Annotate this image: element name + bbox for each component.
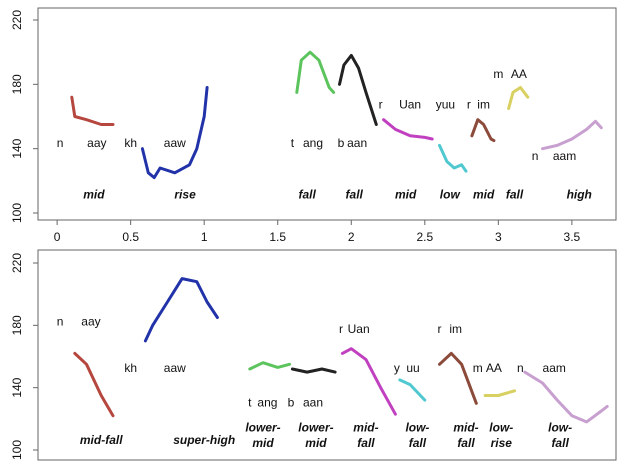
syllable-label: aam xyxy=(553,149,576,163)
syllable-label: n xyxy=(532,149,539,163)
x-tick-label: 2.5 xyxy=(416,230,433,244)
syllable-label: aan xyxy=(347,136,367,150)
syllable-label: r xyxy=(438,322,442,336)
syllable-label: aay xyxy=(87,136,106,150)
tone-label: mid xyxy=(395,187,417,201)
tone-label: low- xyxy=(548,420,572,434)
syllable-label: t xyxy=(291,136,295,150)
pitch-contour xyxy=(398,378,427,402)
syllable-label: b xyxy=(288,395,295,409)
pitch-contour xyxy=(340,347,397,416)
syllable-label: n xyxy=(517,361,524,375)
syllable-label: y xyxy=(394,361,400,375)
x-tick-label: 0 xyxy=(54,230,61,244)
syllable-label: aam xyxy=(543,361,566,375)
tone-label: rise xyxy=(174,187,196,201)
syllable-label: ang xyxy=(257,395,277,409)
y-tick-label: 140 xyxy=(10,377,24,397)
tone-label: mid- xyxy=(353,420,378,434)
tone-label: low- xyxy=(405,420,429,434)
syllable-label: ang xyxy=(303,136,323,150)
syllable-label: im xyxy=(477,97,490,111)
pitch-contour xyxy=(507,86,530,110)
pitch-contour xyxy=(470,118,496,143)
plot-frame xyxy=(37,7,617,221)
y-tick-label: 180 xyxy=(10,74,24,94)
tone-label: low xyxy=(440,187,461,201)
syllable-label: t xyxy=(248,395,252,409)
syllable-label: aaw xyxy=(164,361,186,375)
x-tick-label: 1.5 xyxy=(269,230,286,244)
tone-label: mid xyxy=(252,436,274,450)
tone-label: mid-fall xyxy=(80,433,123,447)
tone-label: fall xyxy=(409,436,427,450)
syllable-label: yuu xyxy=(436,97,455,111)
tone-label: fall xyxy=(551,436,569,450)
tone-label: low- xyxy=(489,420,513,434)
y-tick-label: 180 xyxy=(10,315,24,335)
y-tick-label: 100 xyxy=(10,203,24,223)
syllable-label: aay xyxy=(81,314,100,328)
syllable-label: kh xyxy=(124,136,137,150)
syllable-label: r xyxy=(379,97,383,111)
syllable-label: uu xyxy=(406,361,419,375)
syllable-label: r xyxy=(339,322,343,336)
syllable-label: m xyxy=(473,361,483,375)
pitch-contour xyxy=(248,361,291,371)
syllable-label: AA xyxy=(511,67,527,81)
pitch-contour xyxy=(541,119,603,151)
x-tick-label: 3.5 xyxy=(564,230,581,244)
tone-label: mid- xyxy=(453,420,478,434)
pitch-contour xyxy=(70,95,115,126)
plot-frame xyxy=(37,249,617,461)
pitch-contour xyxy=(73,351,115,418)
syllable-label: im xyxy=(449,322,462,336)
y-tick-label: 100 xyxy=(10,440,24,460)
syllable-label: kh xyxy=(124,361,137,375)
tone-label: high xyxy=(567,187,592,201)
tone-label: rise xyxy=(491,436,513,450)
tone-label: mid xyxy=(473,187,495,201)
x-tick-label: 3 xyxy=(495,230,502,244)
syllable-label: b xyxy=(338,136,345,150)
tone-label: super-high xyxy=(173,433,235,447)
pitch-contour xyxy=(140,86,209,180)
x-tick-label: 2 xyxy=(348,230,355,244)
tone-label: mid xyxy=(83,187,105,201)
pitch-contour xyxy=(438,143,468,173)
pitch-contour xyxy=(438,351,478,405)
tone-label: lower- xyxy=(298,420,333,434)
x-tick-label: 0.5 xyxy=(122,230,139,244)
y-tick-label: 140 xyxy=(10,138,24,158)
syllable-label: r xyxy=(467,97,471,111)
tone-label: fall xyxy=(346,187,364,201)
pitch-contour xyxy=(483,389,516,397)
syllable-label: aan xyxy=(303,395,323,409)
tone-label: lower- xyxy=(245,420,280,434)
syllable-label: AA xyxy=(486,361,502,375)
syllable-label: Uan xyxy=(348,322,370,336)
tone-label: fall xyxy=(506,187,524,201)
syllable-label: n xyxy=(57,136,64,150)
tone-label: fall xyxy=(457,436,475,450)
syllable-label: Uan xyxy=(399,97,421,111)
syllable-label: m xyxy=(493,67,503,81)
x-tick-label: 1 xyxy=(201,230,208,244)
syllable-label: n xyxy=(57,314,64,328)
pitch-contour xyxy=(523,370,609,424)
pitch-contour xyxy=(290,367,337,374)
syllable-label: aaw xyxy=(164,136,186,150)
pitch-contour xyxy=(295,50,336,94)
pitch-contour xyxy=(338,53,378,126)
pitch-contour xyxy=(382,118,434,141)
tone-label: fall xyxy=(298,187,316,201)
tone-label: mid xyxy=(305,436,327,450)
tone-label: fall xyxy=(357,436,375,450)
y-tick-label: 220 xyxy=(10,253,24,273)
pitch-contour xyxy=(143,277,219,343)
y-tick-label: 220 xyxy=(10,10,24,30)
